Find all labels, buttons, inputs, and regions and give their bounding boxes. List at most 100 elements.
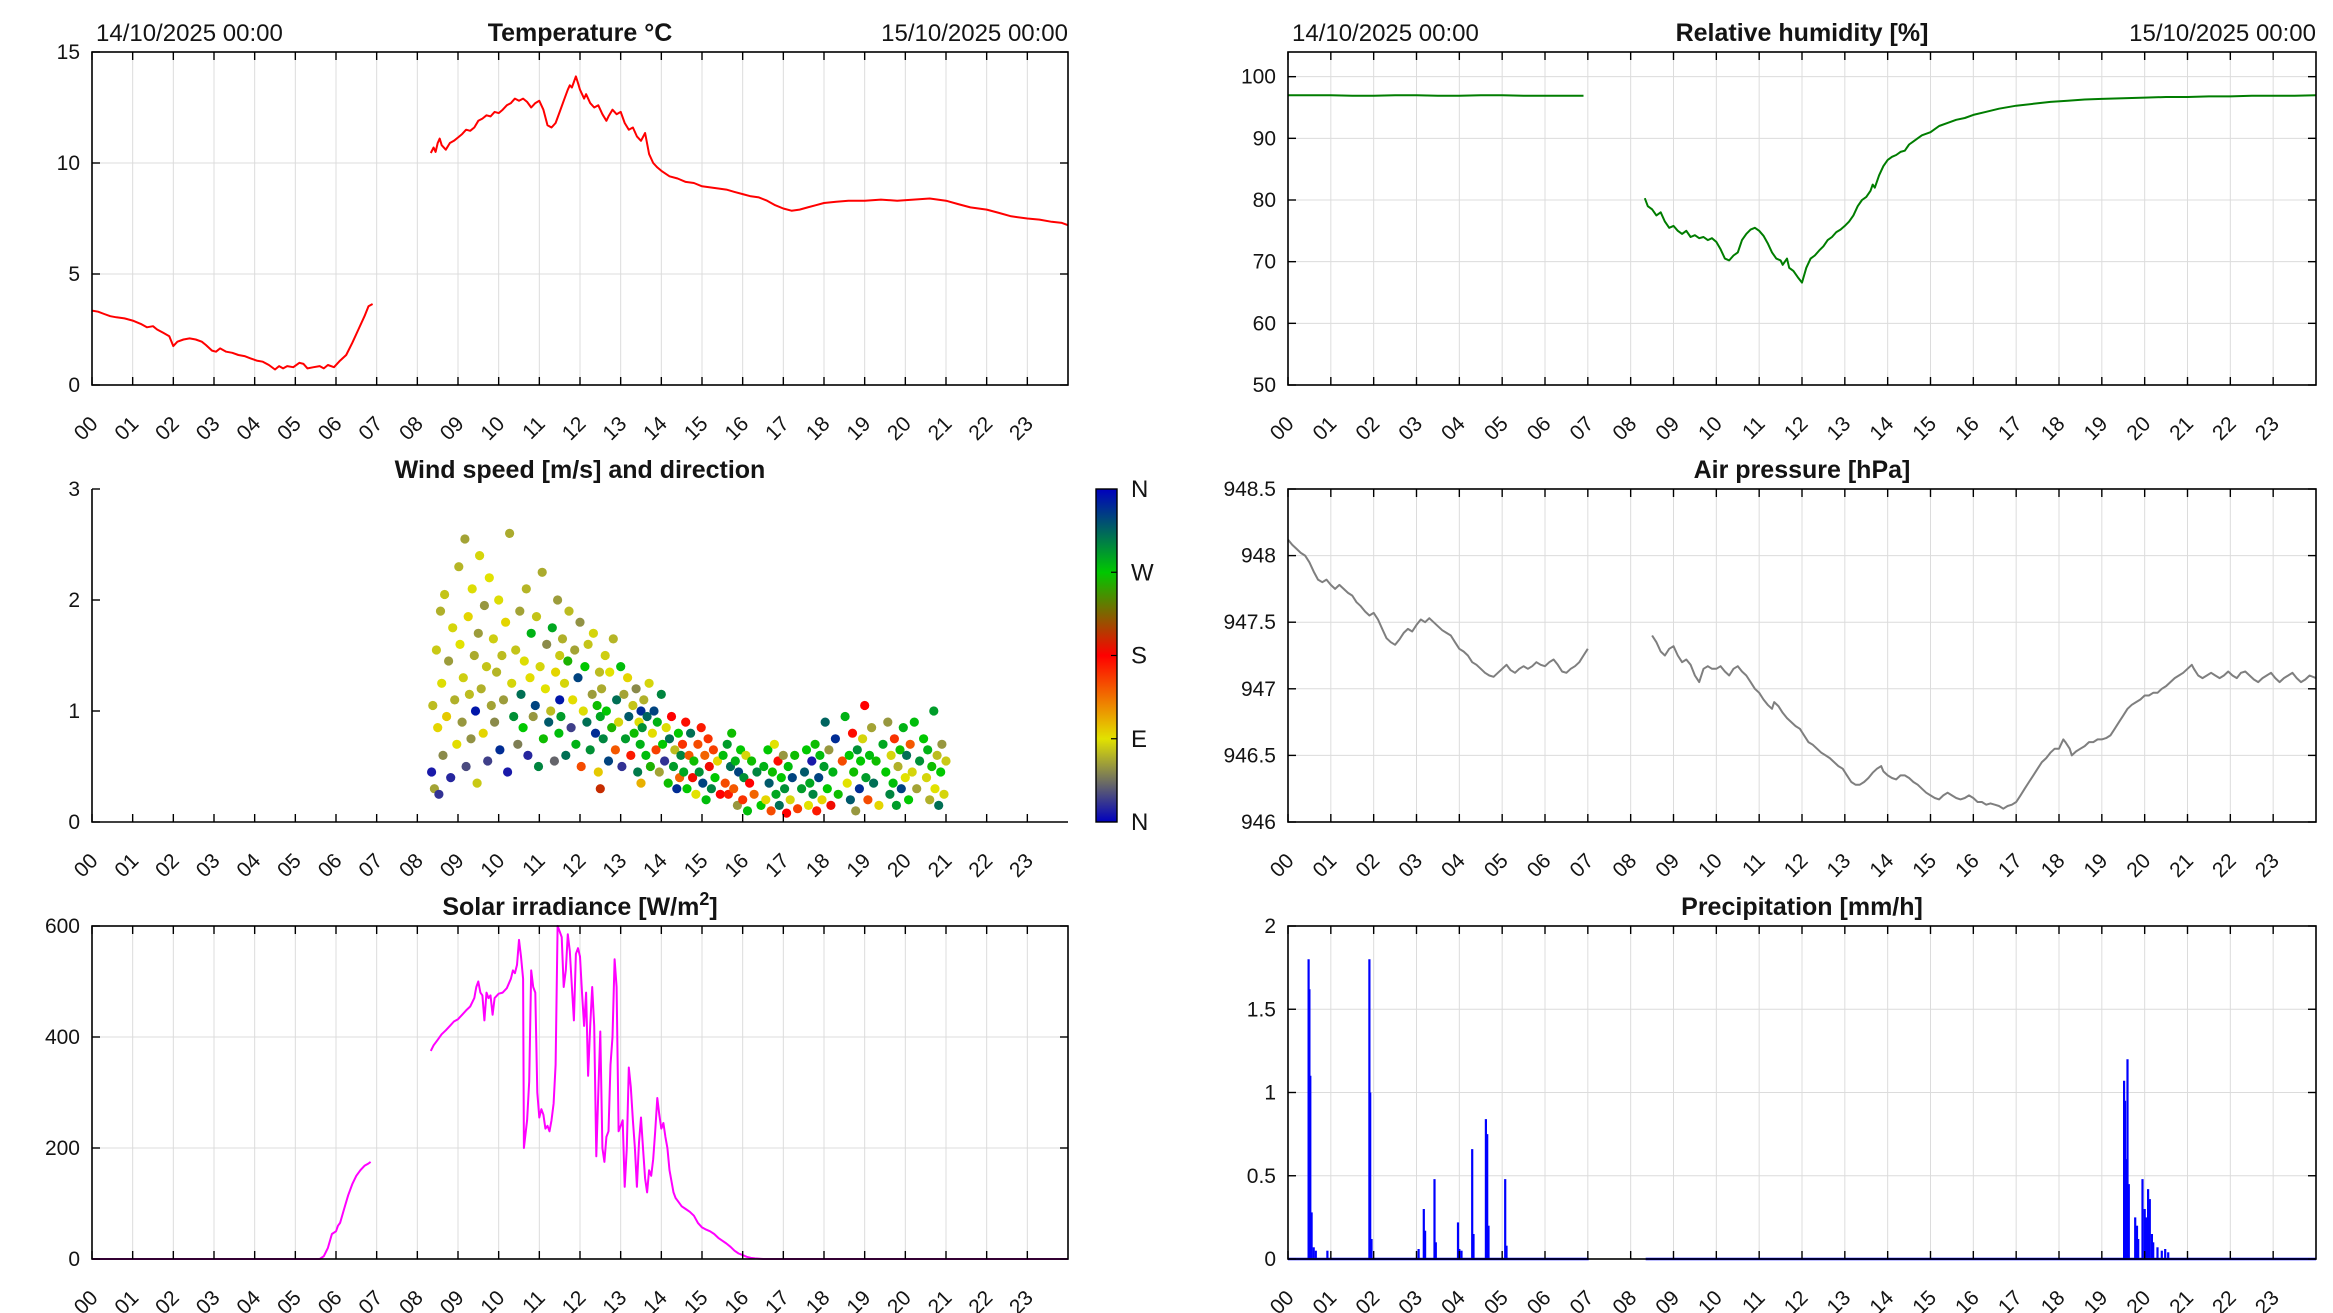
wind-point bbox=[694, 767, 704, 777]
x-tick-label: 18 bbox=[2037, 1286, 2070, 1313]
wind-point bbox=[864, 750, 875, 761]
wind-point bbox=[505, 528, 515, 539]
y-tick-label: 80 bbox=[1253, 189, 1276, 212]
x-tick-label: 10 bbox=[1694, 412, 1727, 445]
wind-point bbox=[927, 761, 937, 772]
wind-point bbox=[610, 745, 621, 755]
chart-title: Solar irradiance [W/m2] bbox=[442, 889, 717, 921]
wind-point bbox=[696, 723, 706, 733]
y-tick-labels: 0 1 2 3 bbox=[68, 478, 80, 834]
wind-point bbox=[704, 761, 714, 772]
wind-point bbox=[936, 767, 946, 777]
wind-point bbox=[673, 728, 684, 738]
x-tick-label: 14 bbox=[1865, 412, 1898, 445]
wind-point bbox=[921, 773, 932, 783]
wind-point bbox=[498, 695, 509, 705]
wind-point bbox=[595, 784, 605, 794]
x-tick-label: 13 bbox=[598, 1286, 631, 1313]
y-tick-label: 70 bbox=[1253, 251, 1276, 274]
wind-point bbox=[588, 628, 599, 638]
x-tick-label: 13 bbox=[1823, 1286, 1856, 1313]
wind-point bbox=[860, 700, 870, 711]
y-tick-label: 0 bbox=[68, 374, 80, 397]
wind-point bbox=[470, 706, 481, 716]
wind-point bbox=[885, 789, 895, 799]
colorbar-label: E bbox=[1131, 726, 1147, 753]
wind-point bbox=[555, 695, 565, 705]
wind-point bbox=[636, 706, 646, 716]
y-tick-label: 946 bbox=[1241, 811, 1276, 834]
wind-point bbox=[871, 756, 881, 766]
wind-point bbox=[580, 662, 590, 672]
wind-point bbox=[603, 756, 614, 766]
wind-point bbox=[547, 623, 557, 633]
wind-point bbox=[623, 673, 633, 683]
panel-precipitation: 00 01 02 03 04 05 06 07 08 09 10 11 12 13 14 15 16 17 18 19… bbox=[1247, 893, 2317, 1313]
x-tick-label: 01 bbox=[110, 412, 143, 445]
wind-point bbox=[448, 623, 458, 633]
x-tick-label: 22 bbox=[2208, 1286, 2241, 1313]
x-tick-label: 03 bbox=[1394, 1286, 1427, 1313]
solar-line bbox=[429, 925, 1068, 1260]
wind-point bbox=[774, 800, 784, 811]
x-tick-label: 00 bbox=[70, 1286, 103, 1313]
x-tick-label: 06 bbox=[314, 1286, 347, 1313]
wind-point bbox=[526, 628, 536, 638]
x-tick-label: 21 bbox=[2165, 849, 2198, 882]
x-tick-label: 02 bbox=[151, 1286, 184, 1313]
panel-wind: 00 01 02 03 04 05 06 07 08 09 10 11 12 13 14 15 16 17 18 19… bbox=[68, 456, 1154, 882]
x-tick-label: 10 bbox=[476, 412, 509, 445]
temperature-line bbox=[91, 303, 374, 371]
wind-point bbox=[513, 739, 523, 749]
wind-point bbox=[573, 673, 583, 683]
x-tick-label: 14 bbox=[1865, 849, 1898, 882]
x-tick-label: 09 bbox=[436, 849, 469, 882]
wind-point bbox=[888, 778, 898, 788]
wind-point bbox=[575, 617, 585, 627]
wind-point bbox=[727, 728, 737, 738]
x-tick-labels: 00 01 02 03 04 05 06 07 08 09 10 11 12 13 14 15 16 17 18 19… bbox=[70, 849, 1038, 882]
x-tick-labels: 00 01 02 03 04 05 06 07 08 09 10 11 12 13 14 15 16 17 18 19… bbox=[1266, 849, 2284, 882]
wind-point bbox=[682, 784, 692, 794]
x-tick-label: 18 bbox=[2037, 849, 2070, 882]
wind-point bbox=[488, 634, 498, 644]
wind-point bbox=[738, 795, 748, 805]
wind-point bbox=[895, 745, 905, 755]
wind-point bbox=[893, 761, 903, 772]
wind-point bbox=[742, 806, 753, 816]
wind-point bbox=[752, 767, 762, 777]
wind-point bbox=[568, 695, 578, 705]
wind-point bbox=[633, 767, 643, 777]
gridlines bbox=[92, 52, 1068, 385]
wind-point bbox=[450, 695, 460, 705]
wind-point bbox=[688, 773, 698, 783]
wind-point bbox=[790, 750, 800, 761]
wind-point bbox=[549, 756, 560, 766]
x-tick-label: 21 bbox=[2165, 412, 2198, 445]
x-tick-label: 05 bbox=[1480, 849, 1513, 882]
wind-point bbox=[544, 717, 554, 727]
x-tick-labels: 00 01 02 03 04 05 06 07 08 09 10 11 12 13 14 15 16 17 18 19… bbox=[70, 1286, 1038, 1313]
wind-point bbox=[741, 750, 751, 761]
x-tick-label: 11 bbox=[1738, 849, 1770, 881]
x-tick-label: 14 bbox=[639, 412, 672, 445]
wind-point bbox=[479, 600, 489, 611]
y-tick-label: 0 bbox=[1264, 1248, 1276, 1271]
x-tick-label: 20 bbox=[2122, 849, 2155, 882]
wind-point bbox=[819, 761, 829, 772]
wind-point bbox=[531, 612, 542, 622]
wind-scatter-points bbox=[427, 528, 951, 818]
wind-point bbox=[478, 728, 488, 738]
wind-point bbox=[808, 789, 818, 799]
x-tick-label: 07 bbox=[1566, 849, 1599, 882]
wind-point bbox=[566, 723, 576, 733]
x-tick-label: 14 bbox=[639, 849, 672, 882]
x-tick-label: 20 bbox=[2122, 1286, 2155, 1313]
y-tick-label: 947 bbox=[1241, 678, 1276, 701]
wind-point bbox=[458, 673, 468, 683]
x-tick-label: 17 bbox=[1994, 849, 2027, 882]
x-tick-label: 06 bbox=[1523, 412, 1556, 445]
wind-point bbox=[912, 784, 922, 794]
x-tick-label: 01 bbox=[1309, 412, 1342, 445]
pressure-line bbox=[1651, 634, 2317, 810]
